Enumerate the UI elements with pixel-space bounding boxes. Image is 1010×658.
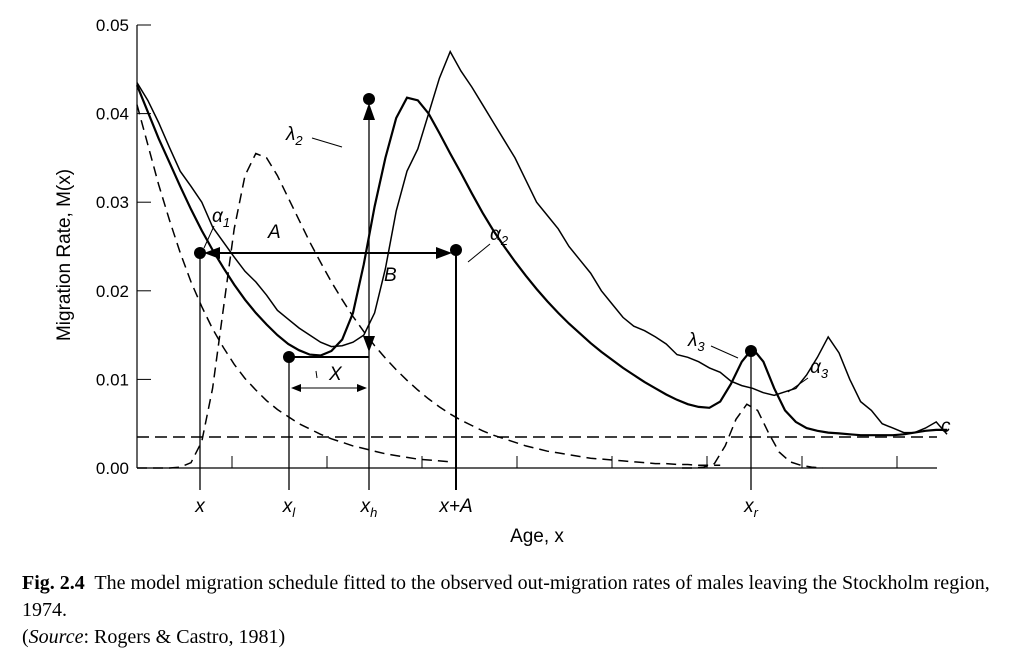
annotation-labels: α1 Aλ2 Bα2 Xλ3 α3 c: [203, 124, 951, 437]
B-arrow-down-head: [363, 336, 375, 352]
x-tick-label-xh: xh: [360, 496, 378, 520]
x-tick-label-xA: x+A: [438, 496, 472, 517]
axes: 0.00 0.01 0.02 0.03 0.04 0.05 x xl xh x+A xr: [96, 16, 937, 520]
leader-alpha1: [203, 225, 215, 249]
point-xA: [450, 244, 462, 256]
label-B: B: [384, 265, 397, 286]
point-xh: [363, 93, 375, 105]
A-arrow-left-head: [204, 247, 220, 259]
label-A: A: [267, 222, 281, 243]
B-arrow-up-head: [363, 103, 375, 120]
series-solid-jagged: [136, 49, 948, 435]
label-alpha2: α2: [490, 224, 509, 248]
y-tick-label: 0.00: [96, 459, 129, 478]
y-tick-label: 0.01: [96, 370, 129, 389]
caption-source-label: Source: [28, 626, 84, 648]
x-axis-title: Age, x: [510, 526, 564, 547]
y-tick-label: 0.03: [96, 193, 129, 212]
label-X-tick: [315, 370, 318, 379]
annotation-markers: [194, 93, 757, 490]
point-xr: [745, 345, 757, 357]
leader-lambda2: [311, 137, 343, 148]
leader-alpha2: [467, 243, 491, 263]
figure-caption: Fig. 2.4 The model migration schedule fi…: [22, 570, 992, 651]
label-c: c: [941, 416, 951, 437]
label-lambda3: λ3: [687, 330, 705, 354]
leader-lambda3: [710, 345, 739, 359]
label-alpha3: α3: [810, 357, 829, 381]
y-axis-title: Migration Rate, M(x): [54, 169, 75, 341]
X-arrow-right-head: [357, 384, 367, 392]
series-solid-smooth: [135, 84, 947, 437]
y-tick-label: 0.04: [96, 105, 129, 124]
label-alpha1: α1: [212, 206, 230, 230]
label-X: X: [328, 364, 343, 385]
caption-source-open: (: [22, 626, 29, 648]
label-lambda2: λ2: [285, 124, 303, 148]
leader-alpha3: [787, 377, 809, 393]
x-tick-label-xr: xr: [743, 496, 759, 520]
point-a1: [194, 247, 206, 259]
caption-source-text: : Rogers & Castro, 1981): [83, 626, 286, 648]
caption-figure-label: Fig. 2.4: [22, 572, 85, 594]
x-tick-label-x: x: [194, 496, 206, 517]
A-arrow-right-head: [436, 247, 452, 259]
y-tick-label: 0.02: [96, 282, 129, 301]
x-tick-label-xl: xl: [282, 496, 297, 520]
series-dashed-labor: [137, 152, 721, 469]
series-dashed-prelabor: [136, 104, 451, 463]
point-xl: [283, 351, 295, 363]
migration-chart: 0.00 0.01 0.02 0.03 0.04 0.05 x xl xh x+A xr α1 Aλ2…: [54, 16, 951, 547]
X-arrow-left-head: [291, 384, 301, 392]
series-dashed-retirement: [682, 403, 823, 469]
y-tick-label: 0.05: [96, 16, 129, 35]
series-lines: [135, 49, 948, 469]
caption-text: The model migration schedule fitted to t…: [22, 572, 990, 621]
